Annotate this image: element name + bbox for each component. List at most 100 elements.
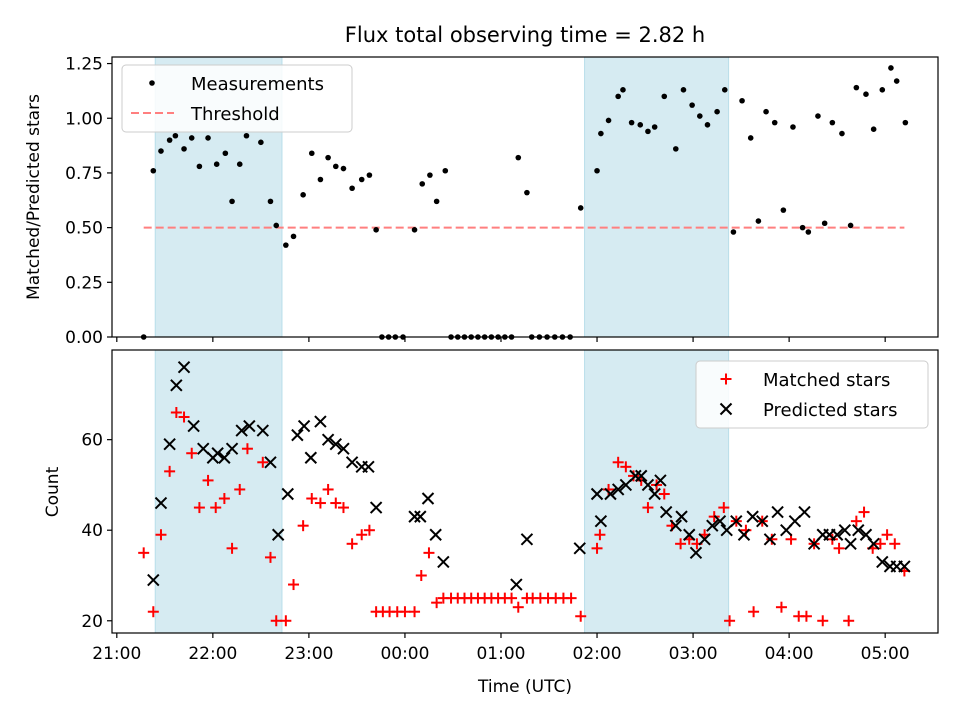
matched-stars-point [775, 601, 787, 613]
predicted-stars-point [225, 442, 239, 455]
predicted-stars-point [281, 487, 294, 501]
measurement-point [661, 93, 668, 100]
measurement-point [888, 65, 894, 71]
measurement-point [714, 108, 720, 115]
x-tick-label: 02:00 [573, 644, 622, 664]
measurement-point [780, 207, 787, 213]
matched-stars-point [748, 606, 760, 618]
measurement-point [771, 119, 778, 126]
measurement-point [222, 150, 229, 157]
matched-stars-point [423, 547, 435, 559]
matched-stars-point [817, 615, 829, 627]
y-tick-label: 0.50 [65, 219, 103, 239]
predicted-stars-point [510, 578, 523, 591]
predicted-stars-point [730, 514, 743, 528]
matched-stars-point [512, 601, 524, 613]
measurement-points [140, 65, 909, 340]
matched-stars-point [178, 411, 190, 423]
predicted-stars-point [421, 492, 435, 505]
predicted-stars-point [594, 514, 608, 528]
predicted-stars-point [414, 510, 427, 523]
measurement-point [829, 119, 836, 126]
predicted-stars-point [590, 487, 604, 501]
predicted-stars-point [648, 487, 661, 501]
x-tick-label: 03:00 [669, 644, 718, 664]
matched-stars-point [218, 493, 230, 505]
top-axes-frame [111, 56, 939, 338]
legend-cross-glyph [719, 402, 733, 416]
y-tick-label: 1.00 [65, 109, 103, 129]
y-tick-label: 20 [81, 612, 103, 632]
predicted-stars-point [669, 519, 683, 532]
bottom-legend: Matched stars Predicted stars [695, 360, 929, 429]
measurement-point [598, 130, 604, 137]
predicted-stars-point [291, 428, 304, 442]
predicted-stars-point [437, 555, 450, 569]
predicted-stars-point [211, 447, 224, 460]
x-tick-label: 00:00 [380, 644, 429, 664]
predicted-stars-point [321, 433, 335, 446]
measurement-point [181, 146, 187, 152]
matched-stars-point [210, 502, 222, 514]
top-panel: 0.00 0.25 0.50 0.75 1.00 1.25 Matched/Predict… [24, 55, 939, 348]
matched-stars-point [164, 465, 176, 477]
predicted-stars-point [830, 528, 844, 541]
matched-stars-point [766, 533, 778, 545]
matched-stars-point [356, 529, 368, 541]
matched-stars-point [675, 538, 687, 550]
measurement-point [267, 198, 274, 205]
bottom-y-axis-label: Count [43, 466, 63, 517]
measurement-point [325, 154, 331, 161]
measurement-point [790, 124, 796, 130]
measurement-point [419, 181, 426, 187]
top-legend-box [121, 64, 353, 133]
matched-stars-point [889, 538, 901, 550]
predicted-stars-point [756, 514, 769, 528]
measurement-point [847, 222, 854, 229]
predicted-stars-point [683, 528, 696, 541]
matched-stars-point [409, 606, 421, 618]
shaded-interval [154, 349, 283, 634]
measurement-point [799, 224, 806, 231]
measurement-point [340, 165, 347, 172]
predicted-stars-point [763, 533, 777, 546]
matched-stars-point [612, 456, 624, 468]
matched-stars-point [620, 461, 632, 473]
legend-plus-glyph [720, 373, 732, 385]
measurement-point [680, 87, 687, 93]
predicted-stars-point [675, 510, 688, 523]
matched-stars-point [506, 592, 518, 604]
measurement-point [721, 87, 728, 93]
y-tick-label: 0.00 [65, 328, 103, 348]
count-points [138, 360, 911, 627]
predicted-stars-point [408, 510, 421, 523]
matched-stars-point [800, 610, 812, 622]
predicted-stars-point [635, 469, 648, 483]
measurement-point [863, 91, 869, 97]
x-tick-label: 23:00 [284, 644, 333, 664]
measurement-point [188, 135, 195, 141]
predicted-stars-point [314, 415, 327, 428]
measurement-point [373, 227, 379, 233]
x-tick-label: 05:00 [861, 644, 910, 664]
predicted-stars-point [641, 478, 655, 492]
matched-stars-point [575, 610, 587, 622]
measurement-point [196, 163, 203, 170]
measurement-point [290, 233, 297, 240]
predicted-stars-point [654, 474, 667, 487]
measurement-point [236, 161, 243, 167]
y-tick-label: 0.75 [65, 164, 103, 184]
predicted-stars-point [256, 424, 270, 437]
legend-marker-matched [720, 373, 732, 385]
measurement-point [704, 122, 711, 128]
matched-stars-point [264, 551, 276, 563]
legend-label-matched: Matched stars [763, 370, 890, 391]
measurement-point [879, 87, 886, 93]
matched-stars-point [399, 606, 411, 618]
measurement-point [515, 154, 522, 161]
bottom-y-ticks: 20 40 60 [81, 431, 112, 632]
matched-stars-point [363, 524, 375, 536]
matched-stars-point [594, 529, 606, 541]
measurement-point [308, 150, 315, 157]
matched-stars-point [881, 529, 893, 541]
